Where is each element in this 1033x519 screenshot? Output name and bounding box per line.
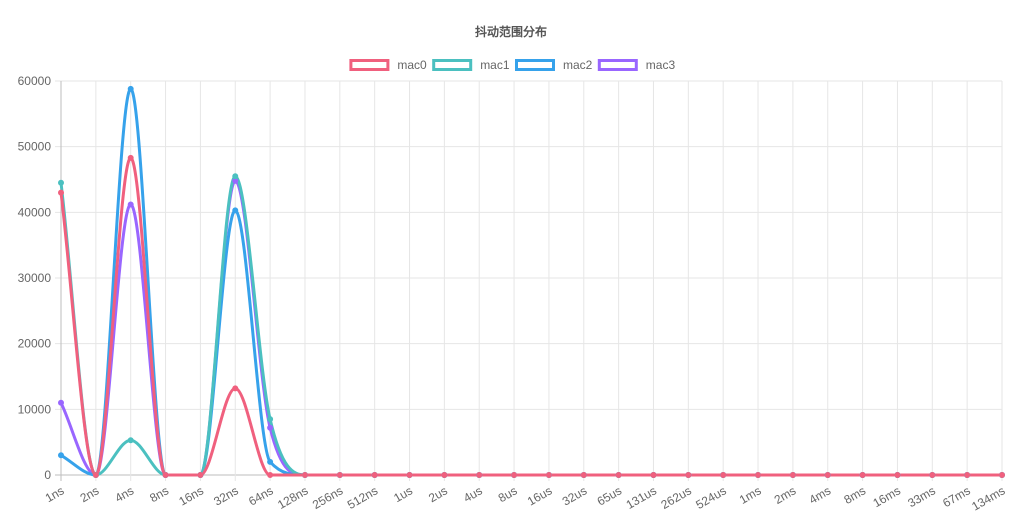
data-point-mac0-512ns[interactable] bbox=[371, 472, 378, 478]
legend-label: mac2 bbox=[563, 58, 593, 72]
data-point-mac0-2ms[interactable] bbox=[789, 472, 796, 478]
data-point-mac0-128ns[interactable] bbox=[301, 472, 308, 478]
data-point-mac2-32ns[interactable] bbox=[232, 207, 239, 214]
x-tick-label: 2ns bbox=[78, 483, 102, 505]
data-point-mac0-4ms[interactable] bbox=[824, 472, 831, 478]
x-tick-label: 4ns bbox=[112, 483, 136, 505]
series-line-mac0 bbox=[59, 156, 1004, 477]
y-tick-label: 20000 bbox=[18, 337, 52, 351]
data-point-mac1-1ns[interactable] bbox=[58, 179, 64, 186]
x-tick-label: 4us bbox=[461, 483, 485, 505]
data-point-mac0-134ms[interactable] bbox=[999, 472, 1005, 478]
data-point-mac0-8ms[interactable] bbox=[859, 472, 866, 478]
data-point-mac0-262us[interactable] bbox=[685, 472, 692, 478]
x-tick-label: 67ms bbox=[940, 483, 972, 510]
x-tick-label: 8ns bbox=[147, 483, 171, 505]
x-tick-label: 131us bbox=[624, 483, 659, 511]
y-tick-label: 60000 bbox=[18, 74, 52, 88]
y-tick-label: 0 bbox=[44, 468, 51, 482]
x-tick-label: 2us bbox=[426, 483, 450, 505]
x-tick-label: 524us bbox=[693, 483, 728, 511]
legend-label: mac0 bbox=[397, 58, 427, 72]
data-point-mac2-64ns[interactable] bbox=[267, 458, 274, 465]
legend-swatch bbox=[432, 59, 473, 71]
data-point-mac0-1ms[interactable] bbox=[755, 472, 762, 478]
data-point-mac0-8ns[interactable] bbox=[162, 472, 169, 478]
data-point-mac0-256ns[interactable] bbox=[336, 472, 343, 478]
data-point-mac0-67ms[interactable] bbox=[964, 472, 971, 478]
data-point-mac0-524us[interactable] bbox=[720, 472, 727, 478]
data-point-mac3-1ns[interactable] bbox=[58, 399, 64, 406]
data-point-mac0-16ns[interactable] bbox=[197, 472, 204, 478]
legend-swatch bbox=[515, 59, 555, 71]
x-tick-label: 16ns bbox=[176, 483, 206, 508]
legend: mac0 mac1 mac2 mac3 bbox=[349, 58, 676, 72]
data-point-mac0-131us[interactable] bbox=[650, 472, 657, 478]
series-points bbox=[58, 85, 1005, 478]
x-tick-label: 8us bbox=[496, 483, 520, 505]
data-point-mac0-4us[interactable] bbox=[476, 472, 483, 478]
data-point-mac0-8us[interactable] bbox=[511, 472, 518, 478]
data-point-mac0-4ns[interactable] bbox=[127, 154, 134, 161]
series-line-mac3 bbox=[59, 179, 1004, 477]
legend-label: mac3 bbox=[646, 58, 676, 72]
y-tick-label: 50000 bbox=[18, 140, 52, 154]
data-point-mac0-32ns[interactable] bbox=[232, 385, 239, 392]
grid bbox=[55, 80, 1003, 481]
axes: 0 10000 20000 30000 40000 50000 60000 1ns 2ns 4ns… bbox=[18, 74, 1008, 514]
data-point-mac0-33ms[interactable] bbox=[929, 472, 936, 478]
chart-title: 抖动范围分布 bbox=[475, 24, 547, 39]
data-point-mac1-4ns[interactable] bbox=[127, 437, 134, 444]
data-point-mac0-1ns[interactable] bbox=[58, 189, 64, 196]
x-tick-label: 16us bbox=[525, 483, 555, 508]
x-tick-label: 33ms bbox=[905, 483, 937, 510]
series-line-mac1 bbox=[59, 174, 1004, 477]
legend-item-mac2[interactable]: mac2 bbox=[515, 58, 593, 72]
legend-item-mac1[interactable]: mac1 bbox=[432, 58, 510, 72]
data-point-mac0-16us[interactable] bbox=[545, 472, 552, 478]
x-tick-label: 256ns bbox=[310, 483, 345, 511]
data-point-mac0-64ns[interactable] bbox=[267, 472, 274, 478]
x-tick-label: 16ms bbox=[871, 483, 903, 510]
data-point-mac1-64ns[interactable] bbox=[267, 416, 274, 423]
x-tick-label: 128ns bbox=[275, 483, 310, 511]
data-point-mac2-4ns[interactable] bbox=[127, 85, 134, 92]
y-tick-label: 10000 bbox=[18, 402, 52, 416]
x-tick-label: 512ns bbox=[345, 483, 380, 511]
x-tick-label: 134ms bbox=[969, 483, 1007, 513]
x-tick-label: 1ns bbox=[43, 483, 67, 505]
data-point-mac0-2us[interactable] bbox=[441, 472, 448, 478]
x-tick-label: 64ns bbox=[246, 483, 276, 508]
data-point-mac0-16ms[interactable] bbox=[894, 472, 901, 478]
data-point-mac0-2ns[interactable] bbox=[92, 472, 99, 478]
x-tick-label: 1ms bbox=[737, 483, 764, 506]
data-point-mac2-1ns[interactable] bbox=[58, 452, 64, 459]
x-tick-label: 32ns bbox=[211, 483, 241, 508]
data-point-mac0-32us[interactable] bbox=[580, 472, 587, 478]
legend-item-mac0[interactable]: mac0 bbox=[349, 58, 427, 72]
x-tick-label: 262us bbox=[659, 483, 694, 511]
x-tick-label: 8ms bbox=[841, 483, 868, 506]
data-point-mac0-65us[interactable] bbox=[615, 472, 622, 478]
x-tick-label: 32us bbox=[560, 483, 590, 508]
legend-swatch bbox=[597, 59, 638, 71]
data-point-mac0-1us[interactable] bbox=[406, 472, 413, 478]
data-point-mac1-32ns[interactable] bbox=[232, 173, 239, 180]
legend-swatch bbox=[349, 59, 390, 71]
x-tick-label: 2ms bbox=[772, 483, 799, 506]
x-tick-label: 4ms bbox=[807, 483, 834, 506]
data-point-mac3-64ns[interactable] bbox=[267, 424, 274, 431]
data-point-mac3-4ns[interactable] bbox=[127, 201, 134, 208]
x-tick-label: 1us bbox=[391, 483, 415, 505]
legend-item-mac3[interactable]: mac3 bbox=[597, 58, 676, 72]
x-tick-label: 65us bbox=[595, 483, 625, 508]
y-tick-label: 40000 bbox=[18, 205, 52, 219]
legend-label: mac1 bbox=[480, 58, 510, 72]
y-tick-label: 30000 bbox=[18, 271, 52, 285]
